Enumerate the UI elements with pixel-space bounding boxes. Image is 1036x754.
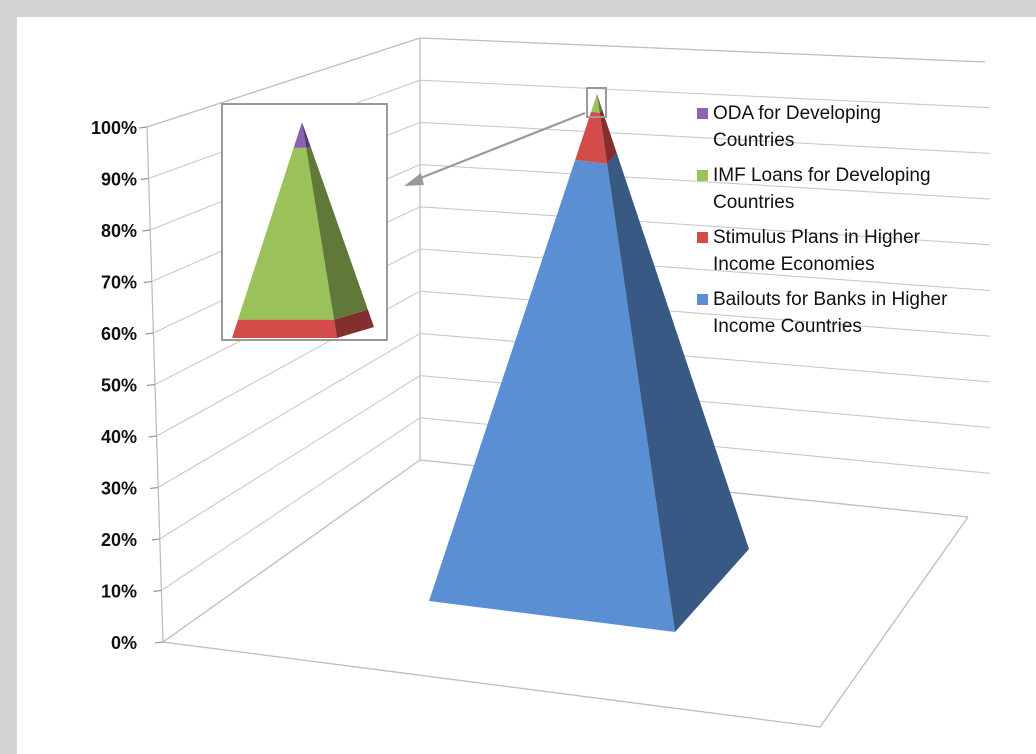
y-axis-ticks: 0% 10% 20% 30% 40% 50% 60% 70% 80% 90% 100% [91, 118, 164, 653]
pyramid-side-face [597, 96, 603, 113]
y-tick-label: 70% [101, 273, 137, 293]
legend-item-0: ODA for Developing Countries [697, 103, 881, 151]
legend-label: Countries [713, 130, 794, 151]
tick-mark [142, 229, 151, 232]
tick-mark [150, 486, 159, 490]
inset-front-face [293, 122, 307, 148]
pyramid-chart: 0% 10% 20% 30% 40% 50% 60% 70% 80% 90% 100% ODA fo… [91, 37, 991, 728]
legend-label: Countries [713, 192, 794, 213]
gridline [157, 332, 991, 488]
pyramid-segment-1 [575, 109, 617, 164]
pyramid-side-face [597, 94, 598, 97]
y-tick-label: 20% [101, 530, 137, 550]
back-wall-top-edge [419, 37, 986, 63]
pyramid-front-face [575, 111, 608, 164]
tick-mark [146, 383, 156, 387]
pyramid-side-face [607, 153, 749, 632]
tick-mark [138, 126, 148, 129]
y-tick-label: 50% [101, 376, 137, 396]
y-tick-label: 30% [101, 479, 137, 499]
tick-mark [143, 280, 152, 284]
y-tick-label: 60% [101, 324, 137, 344]
inset-side-face [334, 309, 374, 338]
legend-item-3: Bailouts for Banks in Higher Income Count… [697, 289, 948, 337]
pyramid-front-face [591, 96, 600, 113]
inset-front-face [232, 319, 337, 338]
zoom-arrow-line [417, 111, 586, 181]
plot-area: 0% 10% 20% 30% 40% 50% 60% 70% 80% 90% 100% ODA fo… [17, 17, 1036, 754]
legend-item-2: Stimulus Plans in Higher Income Economies [697, 227, 921, 275]
pyramid-front-face [429, 159, 675, 632]
wall-top-edge [146, 37, 421, 128]
inset-front-face [237, 147, 335, 320]
pyramid [429, 87, 749, 632]
inset-segment-2 [293, 122, 311, 148]
gridline [156, 290, 991, 437]
legend-item-1: IMF Loans for Developing Countries [697, 165, 931, 213]
y-tick-label: 10% [101, 582, 137, 602]
pyramid-segment-0 [429, 153, 749, 632]
legend-label: Income Countries [713, 316, 862, 337]
legend-swatch [697, 232, 708, 243]
pyramid-side-face [599, 109, 617, 164]
tick-mark [148, 435, 157, 438]
inset-side-face [302, 122, 311, 148]
legend-label: IMF Loans for Developing [713, 165, 931, 186]
pyramid-segment-3 [596, 94, 598, 97]
legend-label: ODA for Developing [713, 103, 881, 124]
zoom-inset [221, 103, 586, 341]
tick-mark [151, 538, 160, 541]
inset-side-face [306, 146, 368, 320]
y-tick-label: 100% [91, 118, 137, 138]
legend-swatch [697, 108, 708, 119]
legend-label: Income Economies [713, 254, 875, 275]
tick-mark [154, 641, 164, 644]
legend-label: Stimulus Plans in Higher [713, 227, 921, 248]
zoom-arrow-head [404, 173, 424, 186]
tick-mark [153, 589, 162, 593]
floor-front-right-edge [819, 516, 969, 728]
pyramid-front-face [596, 94, 598, 97]
inset-segment-0 [232, 309, 374, 338]
legend-label: Bailouts for Banks in Higher [713, 289, 948, 310]
tip-selection-box [586, 87, 607, 118]
tick-mark [145, 332, 154, 335]
pyramid-segment-2 [591, 96, 603, 113]
y-tick-label: 90% [101, 170, 137, 190]
legend-swatch [697, 170, 708, 181]
y-tick-label: 40% [101, 427, 137, 447]
y-tick-label: 0% [111, 633, 137, 653]
y-tick-label: 80% [101, 221, 137, 241]
floor-back-edge [162, 459, 421, 643]
tick-mark [140, 177, 149, 181]
legend-swatch [697, 294, 708, 305]
gridline [159, 375, 991, 540]
inset-segment-1 [237, 146, 368, 320]
gridline [161, 417, 991, 591]
